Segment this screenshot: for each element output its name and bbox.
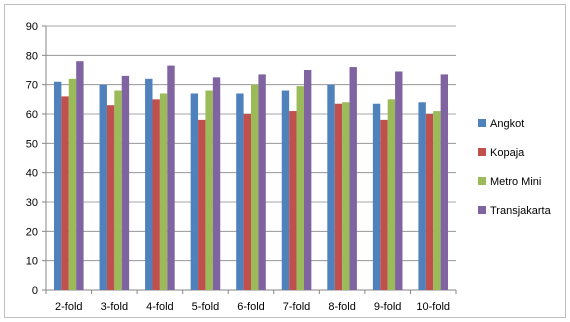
bar-metro-mini-6-fold [251, 84, 259, 291]
bar-metro-mini-2-fold [68, 78, 77, 290]
y-tick-label: 0 [32, 285, 38, 297]
x-tick-label: 10-fold [416, 301, 450, 313]
y-tick-label: 10 [26, 256, 38, 268]
bar-metro-mini-10-fold [433, 111, 441, 290]
bar-transjakarta-2-fold [76, 61, 84, 291]
bar-transjakarta-4-fold [167, 65, 175, 290]
bar-kopaja-9-fold [380, 119, 388, 290]
legend-swatch-metro-mini [478, 177, 486, 185]
bar-transjakarta-10-fold [440, 74, 449, 291]
bar-angkot-8-fold [327, 84, 335, 291]
legend: Angkot Kopaja Metro Mini Transjakarta [478, 118, 552, 217]
y-tick-label: 30 [26, 197, 38, 209]
bar-kopaja-10-fold [425, 114, 434, 290]
x-tick-label: 3-fold [101, 301, 129, 313]
bar-kopaja-4-fold [152, 99, 160, 290]
bar-angkot-7-fold [281, 90, 290, 291]
legend-label: Transjakarta [490, 205, 552, 217]
bar-angkot-10-fold [418, 102, 426, 291]
y-tick-label: 70 [26, 80, 38, 92]
y-tick-label: 80 [26, 50, 38, 62]
bar-transjakarta-5-fold [212, 77, 221, 290]
bar-angkot-9-fold [372, 103, 381, 290]
x-tick-label: 6-fold [237, 301, 265, 313]
bar-transjakarta-6-fold [258, 74, 266, 291]
x-tick-label: 7-fold [283, 301, 311, 313]
x-tick-labels: 2-fold 3-fold 4-fold 5-fold 6-fold 7-fold 8-fo… [55, 301, 450, 313]
legend-swatch-angkot [478, 119, 486, 127]
y-tick-labels: 0 10 20 30 40 50 60 70 80 90 [26, 21, 38, 297]
bar-metro-mini-5-fold [205, 90, 213, 291]
bar-angkot-2-fold [53, 81, 62, 290]
bar-kopaja-5-fold [198, 119, 206, 290]
bar-transjakarta-3-fold [121, 75, 130, 290]
bar-kopaja-3-fold [106, 105, 115, 290]
x-tick-label: 4-fold [146, 301, 174, 313]
x-tick-label: 5-fold [192, 301, 220, 313]
bar-kopaja-8-fold [334, 103, 343, 290]
y-tick-label: 60 [26, 109, 38, 121]
bar-kopaja-6-fold [243, 114, 251, 290]
bars [53, 61, 449, 291]
y-tick-label: 40 [26, 168, 38, 180]
bar-metro-mini-3-fold [114, 90, 122, 291]
legend-label: Kopaja [490, 147, 525, 159]
x-tick-label: 8-fold [328, 301, 356, 313]
y-tick-label: 50 [26, 138, 38, 150]
bar-transjakarta-8-fold [349, 67, 357, 290]
bar-angkot-5-fold [190, 93, 199, 290]
bar-angkot-6-fold [236, 93, 244, 290]
y-tick-label: 90 [26, 21, 38, 33]
y-tick-label: 20 [26, 226, 38, 238]
bar-kopaja-2-fold [61, 96, 69, 291]
x-tick-label: 2-fold [55, 301, 83, 313]
legend-swatch-kopaja [478, 148, 486, 156]
x-tick-label: 9-fold [374, 301, 402, 313]
legend-swatch-transjakarta [478, 206, 486, 214]
bar-metro-mini-4-fold [159, 93, 168, 290]
bar-metro-mini-7-fold [296, 86, 304, 290]
legend-label: Angkot [490, 118, 524, 130]
bar-kopaja-7-fold [289, 111, 297, 290]
bar-transjakarta-7-fold [303, 70, 312, 290]
bar-metro-mini-9-fold [387, 99, 396, 290]
bar-metro-mini-8-fold [342, 102, 350, 291]
legend-label: Metro Mini [490, 176, 541, 188]
bar-angkot-3-fold [99, 84, 107, 291]
bar-transjakarta-9-fold [395, 71, 403, 290]
bar-angkot-4-fold [145, 78, 153, 290]
